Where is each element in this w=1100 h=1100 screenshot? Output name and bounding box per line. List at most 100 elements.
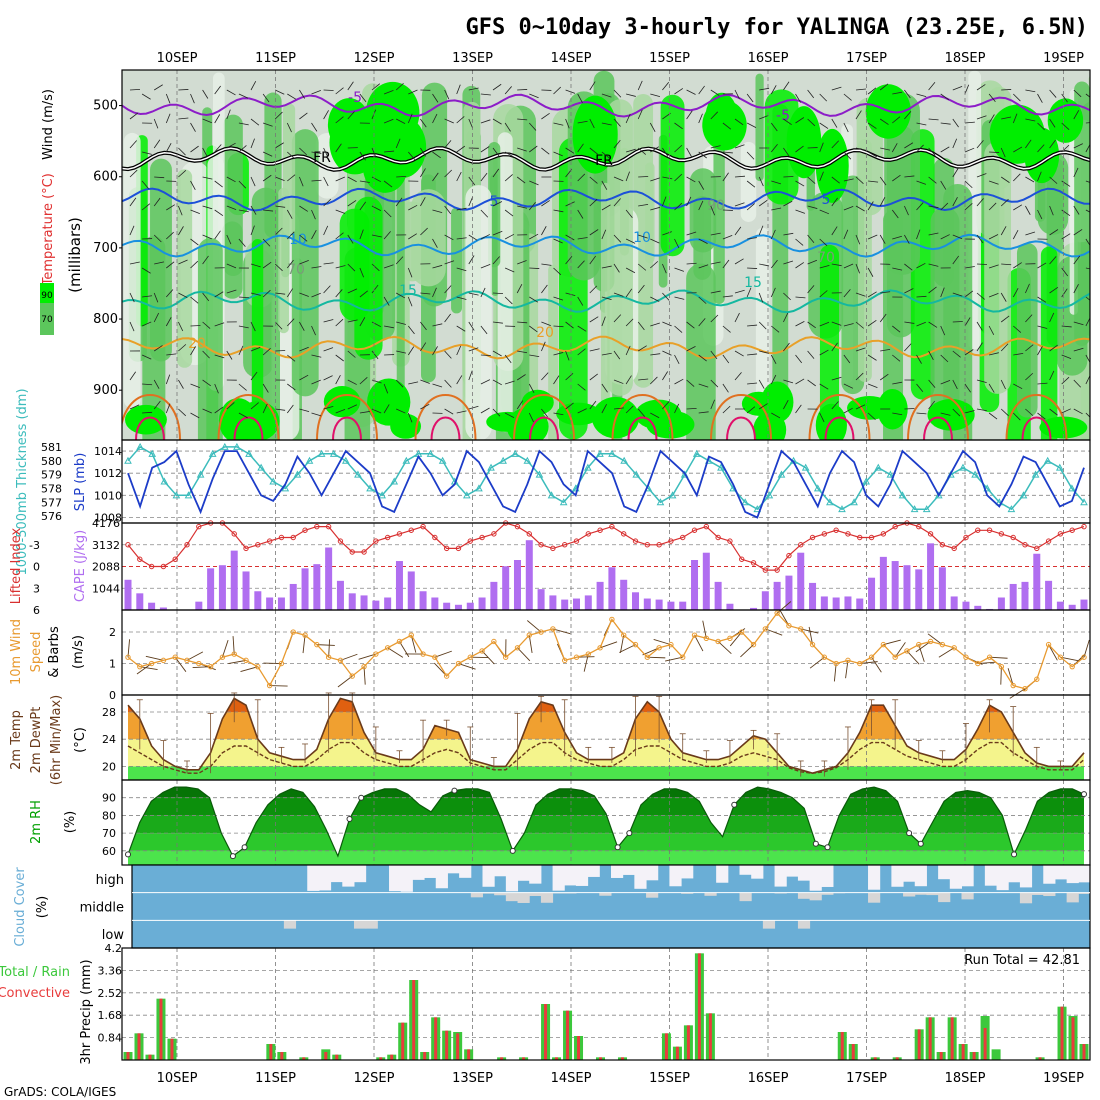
wind-barb [1061, 408, 1071, 414]
rh-blob [236, 401, 280, 440]
rh-blob [847, 396, 892, 420]
wind-barb [178, 117, 189, 120]
wind-barb [795, 262, 805, 269]
rh-blob [323, 386, 361, 418]
rh-blob [761, 381, 794, 423]
wind-barb [359, 267, 364, 278]
rh-marker [125, 851, 131, 858]
rh-streak [755, 227, 770, 440]
wind-barb [154, 176, 165, 179]
wind-speed-marker [526, 632, 532, 638]
wind-barb [674, 202, 683, 211]
wind-barb [337, 675, 353, 688]
wind-barb [238, 122, 249, 126]
wind-barb [565, 372, 574, 381]
wind-barb [529, 325, 538, 333]
precip-convective-bar [280, 1052, 284, 1060]
wind-barb [480, 146, 490, 153]
wind-barb [328, 639, 331, 658]
precip-tick-label: 3.36 [98, 964, 123, 977]
wind-barb [371, 263, 380, 272]
lifted-index-marker [668, 538, 674, 544]
cape-bar [915, 569, 923, 610]
wind-barb [552, 628, 571, 635]
wind-barb [867, 122, 877, 129]
wind-barb [892, 174, 901, 182]
wind-barb [553, 267, 562, 276]
wind-barb [765, 628, 783, 636]
thickness-marker [620, 456, 628, 464]
precip-convective-bar [126, 1052, 130, 1060]
cape-tick-label: 1044 [92, 582, 120, 595]
wind-barb [432, 172, 439, 182]
wind-barb [178, 292, 188, 298]
wind-barb [734, 226, 742, 236]
wind-barb [577, 383, 586, 391]
wind-barb [250, 346, 261, 352]
wind-barb [323, 285, 331, 294]
wind-barb [214, 406, 224, 414]
rh-streak [607, 99, 633, 396]
wind-barb [916, 180, 927, 185]
lifted-index-marker [196, 523, 202, 530]
wind-barb [843, 151, 852, 160]
wind-barb [964, 349, 974, 356]
wind-barb [613, 176, 624, 182]
wind-barb [565, 321, 574, 329]
wind-barb [420, 227, 428, 236]
wind-barb [468, 292, 479, 296]
wind-speed-marker [857, 660, 863, 667]
wind-barb [287, 174, 296, 182]
cape-bar [596, 581, 604, 610]
wind-barb [287, 93, 297, 100]
wind-speed-marker [550, 626, 556, 632]
thickness-marker [148, 449, 157, 457]
wind-barb [202, 379, 211, 387]
wind-barb [141, 93, 151, 100]
wind-barb [988, 93, 996, 103]
thickness-axis-label: 1000-500mb Thickness (dm) [15, 388, 30, 575]
wind-barb [299, 147, 307, 156]
cape-bar [136, 593, 144, 610]
wind-barb [674, 173, 683, 182]
temp-label-2: 2m DewPt [29, 707, 44, 774]
rh-streak [278, 187, 289, 334]
wind-barb [952, 168, 959, 178]
wind-barb [855, 234, 861, 245]
wind-barb [504, 354, 512, 364]
temp-contour-30 [627, 416, 658, 440]
lifted-index-marker [727, 538, 733, 544]
wind-barb [1037, 412, 1046, 420]
precip-convective-bar [467, 1049, 471, 1060]
wind-barb [819, 142, 824, 153]
wind-barb [988, 292, 999, 298]
precip-convective-bar [686, 1025, 690, 1060]
wind-barb [758, 292, 764, 303]
wind-barb [783, 260, 794, 265]
cloud-cell [389, 865, 402, 892]
wind-barb [904, 205, 909, 216]
wind-barb [383, 209, 392, 218]
wind-barb [142, 295, 153, 298]
wind-barb [976, 292, 985, 300]
wind-barb [468, 370, 473, 381]
wind-barb [674, 122, 683, 130]
wind-barb [638, 203, 649, 207]
slp-tick-label: 1012 [94, 467, 122, 480]
wind-barb [1025, 372, 1034, 381]
wind-barb [347, 81, 354, 91]
cape-bar [1009, 583, 1017, 610]
thickness-marker [499, 456, 507, 464]
wind-barb [686, 231, 697, 236]
wind-barb [420, 168, 426, 178]
wind-barb [988, 264, 999, 269]
wind-barb [565, 147, 575, 154]
wind-barb [287, 318, 295, 327]
cloud-cell [1078, 865, 1091, 883]
contour-label: -5 [776, 108, 790, 124]
wind-barb [553, 151, 563, 157]
wind-barb [625, 267, 636, 274]
rh-streak [221, 221, 243, 299]
rh-tick-label: 80 [102, 809, 116, 822]
